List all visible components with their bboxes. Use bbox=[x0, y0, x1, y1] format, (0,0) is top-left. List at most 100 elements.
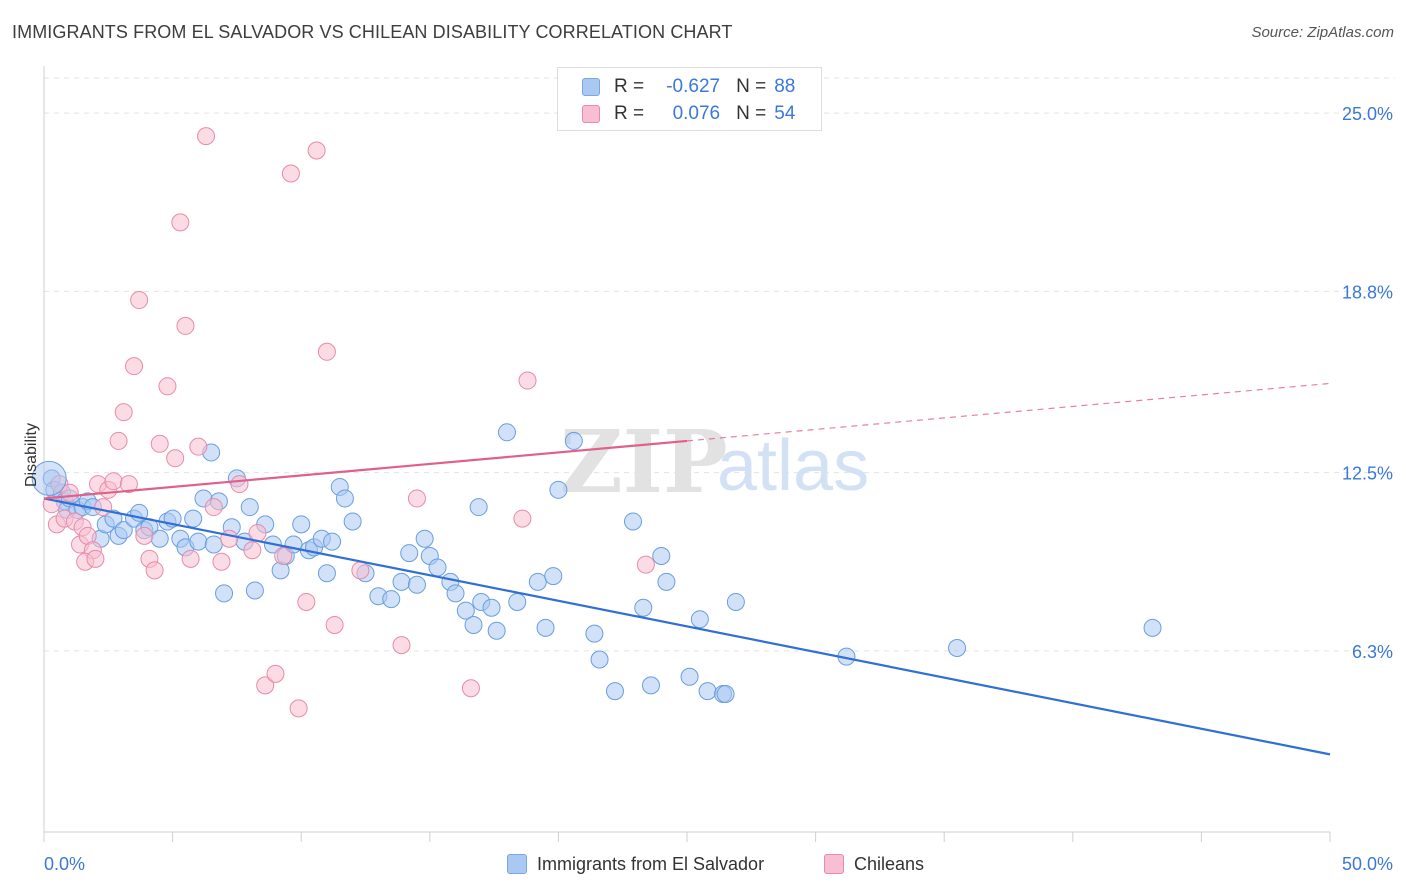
point-el-salvador bbox=[456, 601, 475, 620]
point-chileans bbox=[212, 552, 231, 571]
point-el-salvador bbox=[508, 592, 527, 611]
stats-legend-row-2: R = 0.076 N = 54 bbox=[582, 100, 795, 128]
point-chileans bbox=[119, 475, 138, 494]
r-label-2: R = bbox=[614, 103, 645, 124]
legend-item-chileans[interactable]: Chileans bbox=[824, 851, 924, 877]
source-label: Source: ZipAtlas.com bbox=[1251, 24, 1394, 41]
point-el-salvador bbox=[536, 618, 555, 637]
point-el-salvador bbox=[549, 480, 568, 499]
point-el-salvador bbox=[469, 498, 488, 517]
point-el-salvador bbox=[716, 684, 735, 703]
point-chileans bbox=[274, 546, 293, 565]
legend-swatch-chileans bbox=[824, 854, 844, 874]
point-el-salvador bbox=[428, 558, 447, 577]
stats-swatch-2 bbox=[582, 105, 600, 123]
watermark: ZIP atlas bbox=[560, 412, 869, 513]
point-el-salvador bbox=[150, 529, 169, 548]
point-el-salvador bbox=[698, 682, 717, 701]
point-chileans bbox=[145, 561, 164, 580]
n-label-1: N = bbox=[736, 76, 767, 97]
tick-labels: 6.3% 12.5% 18.8% 25.0% 0.0% 50.0% bbox=[44, 104, 1393, 874]
point-chileans bbox=[130, 291, 149, 310]
point-el-salvador bbox=[482, 598, 501, 617]
point-el-salvador bbox=[657, 572, 676, 591]
point-chileans bbox=[351, 561, 370, 580]
point-chileans bbox=[114, 403, 133, 422]
point-el-salvador bbox=[392, 572, 411, 591]
chart-title: IMMIGRANTS FROM EL SALVADOR VS CHILEAN D… bbox=[12, 22, 733, 42]
point-el-salvador bbox=[215, 584, 234, 603]
point-el-salvador bbox=[189, 532, 208, 551]
n-value-2: 54 bbox=[774, 103, 796, 124]
point-chileans bbox=[158, 377, 177, 396]
point-el-salvador bbox=[323, 532, 342, 551]
point-el-salvador bbox=[343, 512, 362, 531]
point-chileans bbox=[171, 213, 190, 232]
stats-legend-row-1: R = -0.627 N = 88 bbox=[582, 73, 795, 101]
point-chileans bbox=[220, 529, 239, 548]
point-chileans bbox=[86, 549, 105, 568]
x-tick-label-min: 0.0% bbox=[44, 854, 85, 874]
stats-swatch-1 bbox=[582, 78, 600, 96]
y-axis-label: Disability bbox=[23, 423, 40, 488]
point-el-salvador bbox=[446, 584, 465, 603]
point-el-salvador bbox=[652, 546, 671, 565]
y-tick-label: 12.5% bbox=[1342, 464, 1393, 484]
point-el-salvador bbox=[317, 564, 336, 583]
point-chileans bbox=[181, 549, 200, 568]
point-el-salvador bbox=[726, 592, 745, 611]
point-el-salvador bbox=[31, 460, 67, 496]
point-chileans bbox=[297, 592, 316, 611]
point-el-salvador bbox=[204, 535, 223, 554]
legend-swatch-el-salvador bbox=[507, 854, 527, 874]
point-chileans bbox=[392, 636, 411, 655]
r-label-1: R = bbox=[614, 76, 645, 97]
point-chileans bbox=[230, 475, 249, 494]
trend-lines bbox=[43, 382, 1331, 756]
point-el-salvador bbox=[407, 575, 426, 594]
point-chileans bbox=[307, 141, 326, 160]
y-tick-label: 18.8% bbox=[1342, 282, 1393, 302]
point-el-salvador bbox=[948, 638, 967, 657]
point-el-salvador bbox=[292, 515, 311, 534]
point-el-salvador bbox=[184, 509, 203, 528]
point-chileans bbox=[104, 472, 123, 491]
point-el-salvador bbox=[114, 521, 133, 540]
point-el-salvador bbox=[464, 615, 483, 634]
y-tick-label: 6.3% bbox=[1352, 642, 1393, 662]
point-chileans bbox=[266, 664, 285, 683]
stats-legend: R = -0.627 N = 88 R = 0.076 N = 54 bbox=[557, 67, 822, 131]
gridlines bbox=[44, 77, 1395, 652]
point-el-salvador bbox=[245, 581, 264, 600]
point-chileans bbox=[166, 449, 185, 468]
point-chileans bbox=[289, 699, 308, 718]
point-el-salvador bbox=[415, 529, 434, 548]
point-el-salvador bbox=[487, 621, 506, 640]
point-chileans bbox=[256, 676, 275, 695]
point-el-salvador bbox=[400, 544, 419, 563]
point-el-salvador bbox=[240, 498, 259, 517]
point-chileans bbox=[204, 498, 223, 517]
point-chileans bbox=[317, 342, 336, 361]
r-value-1: -0.627 bbox=[666, 76, 721, 97]
point-chileans bbox=[461, 679, 480, 698]
legend-label-el-salvador: Immigrants from El Salvador bbox=[537, 853, 765, 874]
trend-line-chileans-extension bbox=[686, 382, 1331, 442]
point-el-salvador bbox=[590, 650, 609, 669]
point-el-salvador bbox=[634, 598, 653, 617]
point-chileans bbox=[513, 509, 532, 528]
point-el-salvador bbox=[544, 567, 563, 586]
point-el-salvador bbox=[585, 624, 604, 643]
legend-item-el-salvador[interactable]: Immigrants from El Salvador bbox=[507, 851, 764, 877]
point-el-salvador bbox=[641, 676, 660, 695]
point-el-salvador bbox=[623, 512, 642, 531]
point-chileans bbox=[325, 615, 344, 634]
point-el-salvador bbox=[382, 590, 401, 609]
point-chileans bbox=[636, 555, 655, 574]
point-el-salvador bbox=[104, 509, 123, 528]
point-chileans bbox=[189, 437, 208, 456]
point-el-salvador bbox=[528, 572, 547, 591]
point-chileans bbox=[94, 498, 113, 517]
point-el-salvador bbox=[680, 667, 699, 686]
